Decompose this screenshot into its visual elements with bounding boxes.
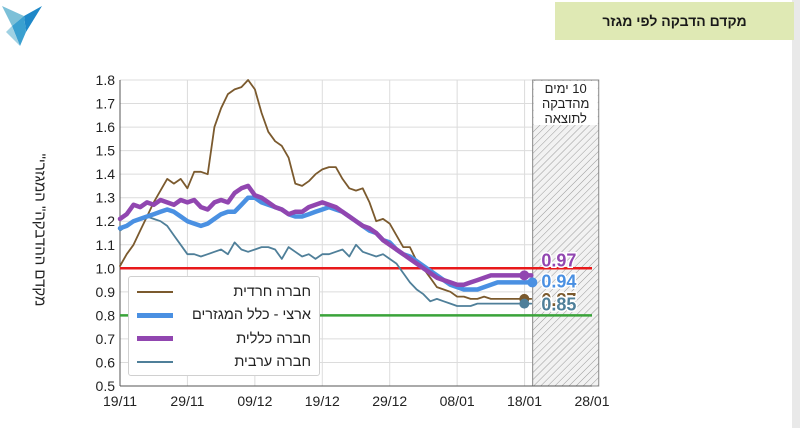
y-tick-label: 0.9 bbox=[96, 284, 116, 300]
x-tick-label: 19/11 bbox=[103, 393, 137, 409]
legend-label: חברה חרדית bbox=[233, 283, 311, 300]
forecast-label-line: 10 ימים bbox=[545, 81, 587, 96]
legend-swatch-haredi bbox=[137, 290, 173, 293]
forecast-label-bg bbox=[533, 81, 598, 125]
forecast-label-line: מהדבקה bbox=[542, 96, 589, 111]
y-tick-label: 0.7 bbox=[96, 331, 116, 347]
legend-item-haredi: חברה חרדית bbox=[137, 280, 311, 304]
legend-swatch-general bbox=[137, 336, 173, 342]
end-value-label-1: 0.94 bbox=[541, 271, 576, 291]
page-title: מקדם הדבקה לפי מגזר bbox=[555, 2, 794, 40]
y-tick-label: 1.5 bbox=[96, 143, 116, 159]
x-tick-label: 09/12 bbox=[237, 393, 272, 409]
y-tick-label: 1.4 bbox=[96, 166, 116, 182]
legend-item-national: ארצי - כלל המגזרים bbox=[137, 304, 311, 328]
legend-label: חברה כללית bbox=[236, 330, 311, 347]
y-tick-label: 0.5 bbox=[96, 378, 116, 394]
y-tick-label: 1.0 bbox=[96, 260, 116, 276]
series-line-1 bbox=[117, 195, 534, 292]
y-axis-label-text: "מקדם ההדבקה" המגזרי bbox=[31, 153, 49, 307]
y-tick-label: 1.3 bbox=[96, 190, 116, 206]
legend-swatch-national bbox=[137, 312, 173, 318]
y-tick-label: 1.8 bbox=[96, 72, 116, 88]
x-tick-label: 18/01 bbox=[507, 393, 542, 409]
legend-swatch-arab bbox=[137, 361, 173, 364]
series-line-3 bbox=[119, 215, 533, 307]
end-value-label-0: 0.87 bbox=[541, 290, 576, 310]
y-tick-label: 1.7 bbox=[96, 96, 116, 112]
end-value-label-2: 0.97 bbox=[541, 250, 576, 270]
forecast-region bbox=[532, 79, 600, 387]
end-marker-1 bbox=[527, 277, 538, 288]
end-marker-2 bbox=[519, 270, 530, 281]
ministry-logo-icon bbox=[2, 6, 42, 46]
legend-item-arab: חברה ערבית bbox=[137, 351, 311, 375]
end-value-label-3: 0.85 bbox=[541, 295, 576, 315]
y-tick-label: 0.6 bbox=[96, 354, 116, 370]
slide-edge bbox=[792, 0, 800, 428]
x-tick-label: 08/01 bbox=[440, 393, 475, 409]
x-tick-label: 28/01 bbox=[574, 393, 609, 409]
y-tick-label: 1.1 bbox=[96, 237, 116, 253]
y-tick-label: 1.6 bbox=[96, 119, 116, 135]
page-title-text: מקדם הדבקה לפי מגזר bbox=[602, 13, 747, 29]
chart-legend: חברה חרדית ארצי - כלל המגזרים חברה כללית… bbox=[128, 276, 320, 376]
legend-item-general: חברה כללית bbox=[137, 327, 311, 351]
x-tick-label: 29/12 bbox=[372, 393, 407, 409]
legend-label: ארצי - כלל המגזרים bbox=[191, 307, 311, 324]
x-tick-label: 19/12 bbox=[305, 393, 340, 409]
legend-label: חברה ערבית bbox=[234, 354, 311, 371]
end-marker-3 bbox=[519, 298, 530, 309]
forecast-label-line: לתוצאה bbox=[544, 111, 587, 126]
series-line-2 bbox=[117, 183, 534, 288]
y-tick-label: 0.8 bbox=[96, 307, 116, 323]
y-tick-label: 1.2 bbox=[96, 213, 116, 229]
series-line-0 bbox=[119, 79, 533, 300]
x-tick-label: 29/11 bbox=[170, 393, 204, 409]
